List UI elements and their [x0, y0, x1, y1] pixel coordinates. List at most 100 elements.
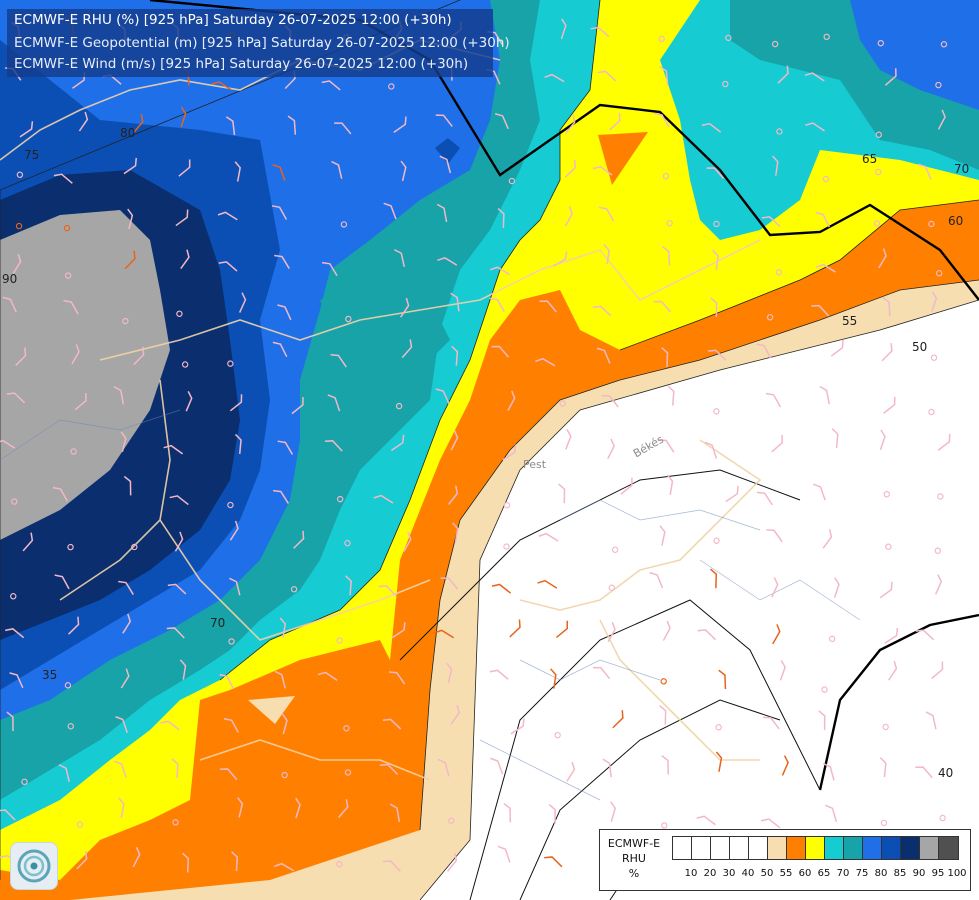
- wind-barb: [709, 568, 718, 589]
- wind-barb: [937, 493, 944, 500]
- wind-barb: [915, 629, 935, 641]
- wind-barb: [403, 531, 412, 552]
- wind-barb: [928, 220, 935, 228]
- wind-barb: [560, 18, 567, 40]
- wind-barb: [440, 577, 459, 590]
- wind-barb: [822, 529, 833, 549]
- wind-barb: [379, 763, 399, 775]
- wind-barb: [160, 720, 180, 731]
- wind-barb: [390, 434, 405, 452]
- legend-title-line: RHU: [622, 852, 646, 865]
- wind-barb: [401, 339, 413, 359]
- wind-barb: [598, 206, 615, 222]
- wind-barb: [552, 251, 568, 267]
- wind-barb: [884, 627, 899, 644]
- wind-barb: [489, 266, 510, 276]
- wind-barb: [118, 797, 125, 818]
- wind-barb: [610, 801, 616, 822]
- wind-barb: [550, 668, 557, 689]
- wind-barb: [132, 846, 141, 868]
- wind-barb: [373, 494, 394, 504]
- wind-barb: [395, 402, 403, 410]
- legend-title-line: ECMWF-E: [607, 837, 661, 850]
- wind-barb: [67, 543, 74, 551]
- wind-barb: [544, 856, 563, 868]
- wind-barb: [666, 474, 674, 496]
- wind-barb: [171, 758, 179, 779]
- wind-barb: [554, 731, 561, 739]
- wind-barb: [762, 716, 780, 730]
- wind-barb: [510, 718, 525, 735]
- wind-barb: [277, 440, 294, 455]
- wind-barb: [163, 444, 184, 455]
- wind-barb: [659, 66, 669, 86]
- legend-swatch: [825, 837, 844, 859]
- wind-barb: [174, 531, 184, 552]
- wind-barb: [295, 797, 301, 819]
- wind-barb: [491, 583, 512, 594]
- wind-barb: [772, 624, 781, 645]
- wind-barb: [815, 211, 831, 228]
- legend-swatch: [730, 837, 749, 859]
- wind-barb: [766, 314, 774, 321]
- wind-barb: [658, 35, 665, 43]
- legend-title: ECMWF-E RHU %: [602, 836, 666, 881]
- wind-barb: [166, 627, 185, 639]
- wind-barb: [169, 495, 189, 506]
- wind-barb: [281, 713, 288, 735]
- contour-label-rhu-70: 70: [954, 162, 970, 176]
- wind-barb: [172, 819, 179, 826]
- wind-barb: [448, 817, 455, 824]
- wind-barb: [179, 659, 187, 680]
- wind-barb: [697, 629, 717, 641]
- contour-label-rhu-80: 80: [120, 126, 136, 140]
- wind-barb: [16, 171, 24, 178]
- wind-barb: [537, 579, 558, 589]
- wind-barb: [873, 220, 881, 227]
- wind-barb: [118, 580, 134, 595]
- legend-swatch: [863, 837, 882, 859]
- legend-tick-label: 80: [874, 868, 888, 879]
- wind-barb: [400, 160, 407, 182]
- wind-barb: [450, 430, 459, 451]
- legend-swatch: [787, 837, 806, 859]
- wind-barb: [883, 396, 896, 414]
- legend-swatch: [901, 837, 920, 859]
- wind-barb: [931, 291, 938, 312]
- wind-barb: [15, 222, 23, 230]
- wind-barb: [218, 261, 238, 272]
- wind-barb: [548, 804, 556, 824]
- wind-barb: [273, 489, 289, 504]
- legend-swatch: [844, 837, 863, 859]
- wind-barb: [815, 263, 836, 273]
- wind-barb: [446, 662, 453, 684]
- wind-barb: [713, 408, 720, 415]
- wind-barb: [931, 661, 944, 679]
- legend-swatch: [920, 837, 939, 859]
- wind-barb: [661, 822, 668, 829]
- wind-barb: [0, 439, 16, 449]
- wind-barb: [68, 616, 80, 635]
- wind-barb: [321, 80, 341, 91]
- wind-barb: [502, 444, 517, 461]
- wind-barb: [777, 65, 789, 84]
- map-title-box: ECMWF-E RHU (%) [925 hPa] Saturday 26-07…: [7, 9, 510, 77]
- wind-barb: [2, 296, 17, 313]
- wind-barb: [336, 860, 343, 868]
- wind-barb: [928, 408, 935, 416]
- legend-swatch: [673, 837, 692, 859]
- wind-barb: [227, 360, 234, 367]
- wind-barb: [491, 345, 510, 358]
- wind-barb: [875, 131, 882, 138]
- contour-label-rhu-35: 35: [42, 668, 58, 682]
- wind-barb: [71, 344, 80, 365]
- wind-barb: [497, 208, 505, 228]
- title-rhu: ECMWF-E RHU (%) [925 hPa] Saturday 26-07…: [14, 12, 452, 28]
- wind-barb: [52, 486, 69, 502]
- wind-barb: [122, 613, 132, 634]
- wind-barb: [234, 161, 241, 182]
- wind-barb: [538, 532, 559, 542]
- legend-swatches: [672, 836, 959, 860]
- contour-label-rhu-50: 50: [912, 340, 928, 354]
- wind-barb: [564, 206, 574, 227]
